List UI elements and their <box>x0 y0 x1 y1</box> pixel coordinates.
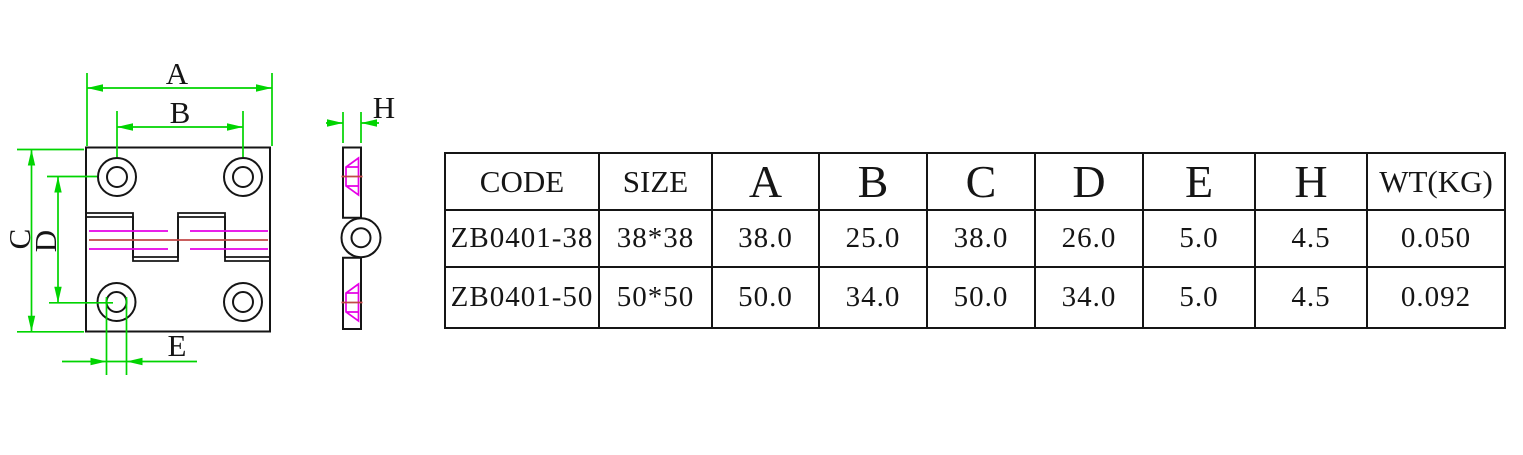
dim-label-d: D <box>28 230 63 252</box>
cell-b: 25.0 <box>818 209 928 268</box>
screw-hole-top-right-inner <box>232 166 254 188</box>
dim-label-e: E <box>168 328 187 363</box>
pin-hatch-lines <box>89 230 268 250</box>
side-view <box>340 146 382 330</box>
side-leaf-bottom <box>342 256 362 330</box>
cell-a: 38.0 <box>711 209 820 268</box>
cell-code: ZB0401-50 <box>444 266 600 329</box>
dim-h-arrow-right <box>361 119 377 127</box>
header-cell-code: CODE <box>444 152 600 211</box>
dim-d-arrow-top <box>54 176 62 193</box>
header-cell-e: E <box>1142 152 1256 211</box>
dim-a-arrow-right <box>256 84 272 92</box>
cell-h: 4.5 <box>1254 266 1368 329</box>
header-cell-h: H <box>1254 152 1368 211</box>
dim-b-lines <box>116 111 244 157</box>
hinge-technical-drawing: A B C D E H <box>2 56 395 375</box>
cell-e: 5.0 <box>1142 266 1256 329</box>
hole-centerlines <box>341 175 363 304</box>
knuckle-lower-edge <box>86 216 270 262</box>
dim-a-lines <box>86 73 273 146</box>
dim-c-arrow-top <box>27 149 36 166</box>
dimensions: A B C D E H <box>2 56 395 375</box>
dim-label-b: B <box>170 95 191 130</box>
cell-d: 26.0 <box>1034 209 1144 268</box>
dim-e-arrow-left <box>90 357 107 366</box>
dim-e-arrow-right <box>126 357 143 366</box>
header-cell-c: C <box>926 152 1036 211</box>
header-cell-wt: WT(KG) <box>1366 152 1506 211</box>
cell-a: 50.0 <box>711 266 820 329</box>
screw-hole-top-left-outer <box>97 157 137 197</box>
countersink-top <box>345 156 360 197</box>
cell-d: 34.0 <box>1034 266 1144 329</box>
hinge-plate-outline <box>85 146 271 333</box>
cell-code: ZB0401-38 <box>444 209 600 268</box>
dim-a-arrow-left <box>87 84 103 92</box>
knuckle-pin-hole <box>350 227 372 249</box>
knuckle-barrel-outer <box>340 217 382 259</box>
dim-b-arrow-left <box>117 123 133 131</box>
screw-hole-bottom-right-inner <box>232 291 254 313</box>
screw-hole-top-right-outer <box>223 157 263 197</box>
cell-c: 38.0 <box>926 209 1036 268</box>
dim-label-h: H <box>373 90 395 125</box>
cell-wt: 0.092 <box>1366 266 1506 329</box>
countersink-bottom <box>345 282 360 323</box>
cell-size: 50*50 <box>598 266 713 329</box>
cell-h: 4.5 <box>1254 209 1368 268</box>
dim-label-c: C <box>2 229 37 250</box>
header-cell-d: D <box>1034 152 1144 211</box>
header-cell-a: A <box>711 152 820 211</box>
header-cell-b: B <box>818 152 928 211</box>
dim-label-a: A <box>166 56 189 91</box>
dim-b-arrow-right <box>227 123 243 131</box>
cell-c: 50.0 <box>926 266 1036 329</box>
table-header-row: CODE SIZE A B C D E H WT(KG) <box>444 152 1506 211</box>
cell-wt: 0.050 <box>1366 209 1506 268</box>
cell-size: 38*38 <box>598 209 713 268</box>
dim-c-arrow-bottom <box>27 315 36 332</box>
cell-b: 34.0 <box>818 266 928 329</box>
table-row: ZB0401-38 38*38 38.0 25.0 38.0 26.0 5.0 … <box>444 209 1506 268</box>
header-cell-size: SIZE <box>598 152 713 211</box>
dim-d-lines <box>47 175 113 304</box>
cell-e: 5.0 <box>1142 209 1256 268</box>
dim-h-arrow-left <box>327 119 343 127</box>
dim-d-arrow-bottom <box>54 286 62 303</box>
spec-table: CODE SIZE A B C D E H WT(KG) ZB0401-38 3… <box>444 152 1506 329</box>
front-view <box>85 146 271 333</box>
screw-hole-top-left-inner <box>106 166 128 188</box>
dim-c-lines <box>17 148 84 333</box>
dim-h-lines <box>326 112 379 143</box>
table-row: ZB0401-50 50*50 50.0 34.0 50.0 34.0 5.0 … <box>444 266 1506 329</box>
screw-hole-bottom-right-outer <box>223 282 263 322</box>
